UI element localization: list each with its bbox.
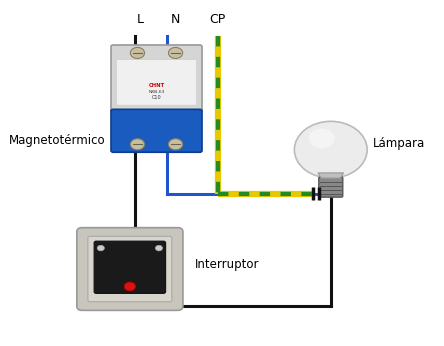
FancyBboxPatch shape: [77, 228, 183, 310]
FancyBboxPatch shape: [88, 236, 172, 302]
Text: C10: C10: [152, 95, 161, 100]
FancyBboxPatch shape: [116, 60, 197, 105]
Circle shape: [168, 47, 182, 58]
Polygon shape: [318, 173, 344, 178]
FancyBboxPatch shape: [94, 241, 166, 293]
Circle shape: [168, 139, 182, 150]
Circle shape: [131, 47, 145, 58]
FancyBboxPatch shape: [111, 109, 202, 152]
Circle shape: [124, 282, 135, 291]
Text: L: L: [136, 12, 143, 26]
Circle shape: [294, 121, 367, 178]
Circle shape: [155, 245, 163, 251]
FancyBboxPatch shape: [111, 45, 202, 113]
Circle shape: [131, 139, 145, 150]
Circle shape: [97, 245, 104, 251]
Text: CHNT: CHNT: [148, 83, 165, 88]
Text: N: N: [170, 12, 180, 26]
Text: Interruptor: Interruptor: [195, 258, 260, 271]
Text: CP: CP: [210, 12, 226, 26]
Text: Lámpara: Lámpara: [373, 137, 425, 150]
Circle shape: [309, 128, 334, 148]
FancyBboxPatch shape: [319, 177, 343, 197]
Text: NXB-63: NXB-63: [148, 90, 165, 94]
Text: Magnetotérmico: Magnetotérmico: [9, 134, 106, 147]
